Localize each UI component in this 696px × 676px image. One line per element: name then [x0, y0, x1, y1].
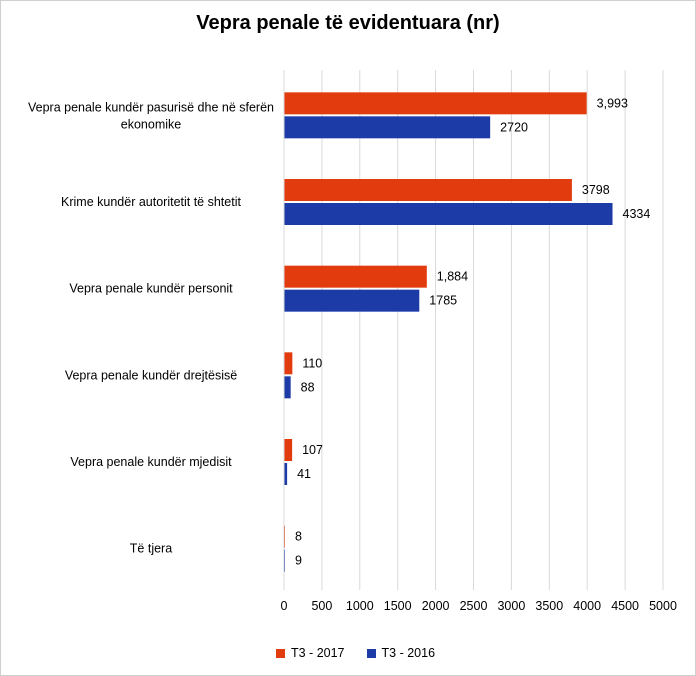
x-tick-label-0: 0	[281, 599, 288, 613]
bar-series-1-cat-1	[284, 179, 572, 201]
data-label-series-1-cat-4: 107	[302, 443, 323, 457]
x-tick-label-10: 5000	[649, 599, 677, 613]
legend-label-series-1: T3 - 2017	[291, 646, 345, 660]
category-label-4: Vepra penale kundër mjedisit	[70, 455, 232, 469]
category-label-3: Vepra penale kundër drejtësisë	[65, 368, 237, 382]
bar-series-1-cat-2	[284, 265, 427, 288]
x-tick-label-2: 1000	[346, 599, 374, 613]
x-tick-label-8: 4000	[573, 599, 601, 613]
category-label-5: Të tjera	[130, 542, 172, 556]
bar-series-1-cat-4	[284, 439, 293, 461]
legend-item-series-1: T3 - 2017	[276, 646, 345, 660]
legend: T3 - 2017 T3 - 2016	[276, 646, 435, 660]
data-label-series-1-cat-3: 110	[302, 356, 322, 370]
data-label-series-2-cat-4: 41	[297, 467, 311, 481]
x-tick-label-1: 500	[311, 599, 332, 613]
chart-title: Vepra penale të evidentuara (nr)	[196, 12, 500, 34]
x-tick-label-7: 3500	[535, 599, 563, 613]
x-tick-label-6: 3000	[497, 599, 525, 613]
data-label-series-2-cat-2: 1785	[429, 294, 457, 308]
data-label-series-2-cat-1: 4334	[623, 207, 651, 221]
bar-series-2-cat-1	[284, 203, 613, 225]
category-label-0-line-1: ekonomike	[121, 117, 181, 131]
legend-swatch-series-1	[276, 648, 285, 658]
data-label-series-1-cat-5: 8	[295, 530, 302, 544]
data-label-series-1-cat-2: 1,884	[437, 270, 468, 284]
x-tick-label-5: 2500	[460, 599, 488, 613]
data-label-series-2-cat-0: 2720	[500, 120, 528, 134]
bar-series-2-cat-3	[284, 376, 291, 399]
bar-series-2-cat-2	[284, 289, 420, 312]
category-label-2: Vepra penale kundër personit	[69, 282, 233, 296]
data-label-series-1-cat-1: 3798	[582, 183, 610, 197]
data-label-series-2-cat-3: 88	[301, 380, 315, 394]
x-tick-label-4: 2000	[422, 599, 450, 613]
x-tick-label-9: 4500	[611, 599, 639, 613]
legend-swatch-series-2	[366, 648, 376, 658]
bar-series-1-cat-3	[284, 352, 293, 375]
legend-item-series-2: T3 - 2016	[366, 646, 436, 660]
bar-series-2-cat-4	[284, 463, 288, 485]
bar-series-2-cat-0	[284, 116, 491, 139]
category-label-1: Krime kundër autoritetit të shtetit	[61, 195, 241, 209]
x-tick-label-3: 1500	[384, 599, 412, 613]
legend-label-series-2: T3 - 2016	[381, 646, 436, 660]
category-label-0-line-0: Vepra penale kundër pasurisë dhe në sfer…	[28, 100, 274, 114]
bar-series-1-cat-0	[284, 92, 587, 115]
data-label-series-1-cat-0: 3,993	[597, 96, 628, 110]
data-label-series-2-cat-5: 9	[295, 554, 302, 568]
